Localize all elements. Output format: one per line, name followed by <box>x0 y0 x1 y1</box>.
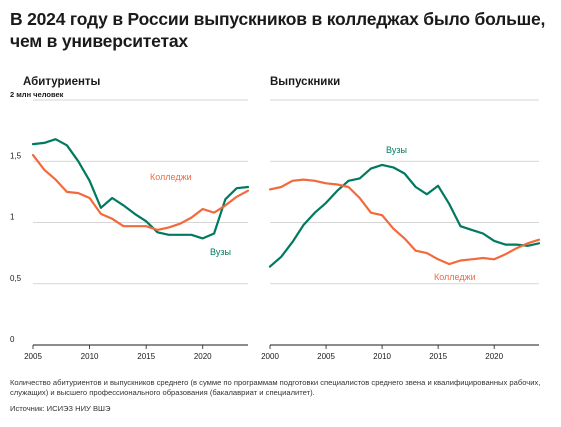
x-tick-label: 2020 <box>485 352 503 361</box>
series-line-colleges <box>31 153 250 231</box>
series-label-universities: Вузы <box>386 145 407 155</box>
y-tick-label: 0 <box>10 335 15 344</box>
x-tick-label: 2005 <box>317 352 335 361</box>
x-tick-label: 2015 <box>137 352 155 361</box>
chart-graduates: Выпускники 2000 2005 2010 2015 2020 Вузы Коллед… <box>261 68 552 368</box>
series-line-universities <box>31 138 250 240</box>
x-tick-label: 2020 <box>194 352 212 361</box>
series-label-colleges: Колледжи <box>434 272 476 282</box>
chart-applicants: Абитуриенты 0 0,5 1 1,5 2 млн человек 2005 2010… <box>10 68 255 368</box>
panel-title: Абитуриенты <box>23 76 101 88</box>
series-line-universities <box>268 163 541 268</box>
series-label-colleges: Колледжи <box>150 172 192 182</box>
series-label-universities: Вузы <box>210 247 231 257</box>
y-tick-label: 0,5 <box>10 274 22 283</box>
panel-title: Выпускники <box>270 76 340 88</box>
y-tick-label: 1,5 <box>10 151 22 160</box>
footnote: Количество абитуриентов и выпускников ср… <box>10 378 541 397</box>
x-tick-label: 2015 <box>429 352 447 361</box>
y-tick-label: 1 <box>10 213 15 222</box>
chart-graduates-svg: Выпускники 2000 2005 2010 2015 2020 Вузы Коллед… <box>261 76 541 361</box>
chart-applicants-svg: Абитуриенты 0 0,5 1 1,5 2 млн человек 2005 2010… <box>10 76 250 361</box>
x-tick-label: 2000 <box>261 352 279 361</box>
x-tick-label: 2005 <box>24 352 42 361</box>
series-line-colleges <box>268 178 541 266</box>
chart-title: В 2024 году в России выпускников в колле… <box>10 9 546 51</box>
source-note: Источник: ИСИЭЗ НИУ ВШЭ <box>10 404 111 413</box>
x-tick-label: 2010 <box>373 352 391 361</box>
y-axis-label: 2 млн человек <box>10 90 64 99</box>
x-tick-label: 2010 <box>81 352 99 361</box>
